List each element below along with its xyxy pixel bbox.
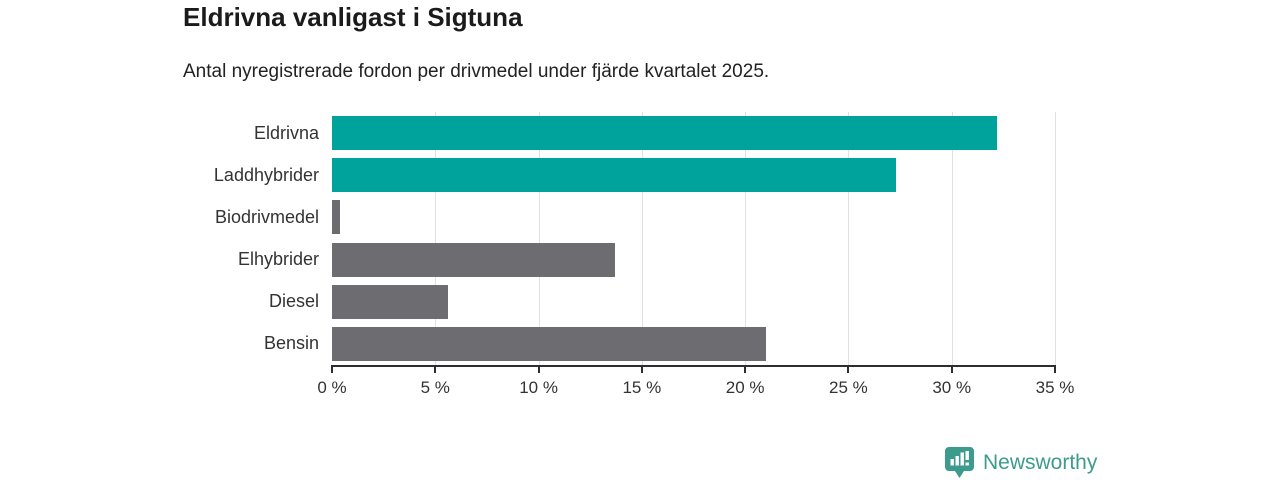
bar-rows: Eldrivna Laddhybrider Biodrivmedel Elhybrid… [214,112,1055,365]
x-tick-30 [950,365,953,373]
plot-area: Eldrivna Laddhybrider Biodrivmedel Elhybrid… [214,112,1074,397]
x-tick-label-5: 5 % [420,378,450,397]
gridline-10 [538,112,540,365]
gridline-15 [641,112,643,365]
gridline-20 [745,112,747,365]
x-tick-15 [640,365,643,373]
newsworthy-logo: Newsworthy [944,446,1097,479]
bar-row-laddhybrider: Laddhybrider [214,154,1055,196]
category-label: Eldrivna [253,122,319,143]
bar-diesel [332,284,448,319]
x-tick-label-0: 0 % [317,378,347,397]
gridline-30 [951,112,953,365]
x-tick-35 [1054,365,1056,373]
bar-row-biodrivmedel: Biodrivmedel [215,196,1055,238]
chart-subtitle: Antal nyregistrerade fordon per drivmede… [183,61,770,82]
x-tick-label-20: 20 % [725,378,765,397]
newsworthy-pin-icon [944,446,975,479]
x-tick-label-25: 25 % [829,378,868,397]
gridline-25 [848,112,850,365]
bar-bensin [332,326,766,361]
gridline-35 [1055,112,1056,365]
x-tick-25 [847,365,850,373]
x-tick-label-35: 35 % [1035,378,1075,397]
x-tick-label-30: 30 % [932,378,972,397]
category-label: Biodrivmedel [214,206,319,227]
chart-title: Eldrivna vanligast i Sigtuna [183,2,523,32]
category-label: Elhybrider [237,249,319,270]
bar-row-diesel: Diesel [269,281,1055,323]
x-tick-10 [537,365,540,373]
x-tick-label-10: 10 % [519,378,558,397]
gridline-5 [435,112,437,365]
bar-eldrivna [332,116,998,151]
x-tick-5 [434,365,437,373]
category-label: Diesel [268,291,319,312]
x-tick-label-15: 15 % [622,378,662,397]
bar-row-elhybrider: Elhybrider [238,239,1055,281]
bar-row-bensin: Bensin [264,323,1055,365]
category-label: Laddhybrider [213,164,319,185]
bar-laddhybrider [332,158,896,193]
x-tick-20 [744,365,747,373]
bar-elhybrider [332,242,615,277]
bar-biodrivmedel [332,200,341,235]
x-tick-0 [331,365,333,373]
category-label: Bensin [263,333,319,354]
brand-name: Newsworthy [983,450,1098,474]
bar-row-eldrivna: Eldrivna [254,112,1055,154]
